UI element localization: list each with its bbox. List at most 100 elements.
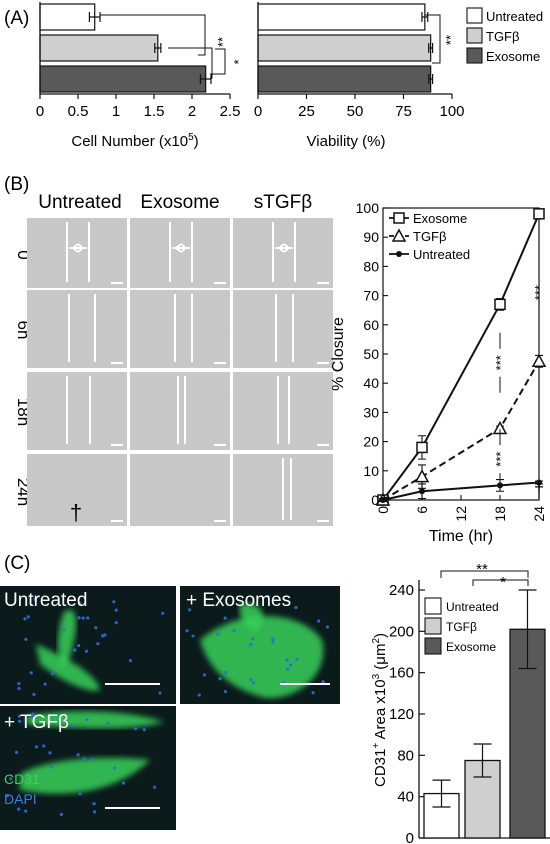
- micrograph-texture: [130, 290, 230, 368]
- cd31-legend-swatch: [424, 637, 442, 655]
- closure-y-tick-label: 60: [363, 317, 379, 333]
- panel-a-legend: Untreated TGFβ Exosome: [466, 7, 543, 64]
- dapi-nucleus: [17, 682, 21, 686]
- micrograph-texture: [130, 454, 230, 526]
- viability-significance: **: [443, 35, 458, 45]
- cd31-y-tick-label: 120: [389, 706, 414, 723]
- micrograph-texture: [27, 454, 127, 526]
- fluorescence-label: + Exosomes: [186, 590, 291, 611]
- dapi-nucleus: [85, 718, 89, 722]
- closure-y-tick-label: 0: [371, 492, 379, 508]
- arrow-left-icon: [71, 243, 87, 253]
- cd31-y-label: CD31+ Area x103 (μm2): [371, 633, 389, 787]
- dapi-nucleus: [86, 616, 90, 620]
- scratch-row-label: 0: [14, 250, 33, 259]
- micrograph-texture: [130, 372, 230, 450]
- dapi-nucleus: [112, 600, 116, 604]
- dapi-nucleus: [33, 597, 37, 601]
- dapi-nucleus: [78, 601, 82, 605]
- data-point-triangle: [531, 353, 547, 368]
- dapi-nucleus: [51, 672, 55, 676]
- dapi-nucleus: [161, 611, 165, 615]
- viability-error-bar: [428, 43, 434, 53]
- viability-x-tick-label: 25: [298, 103, 315, 120]
- viability-error-bar: [428, 74, 434, 84]
- fluorescence-label: Untreated: [4, 590, 87, 611]
- cd31-error-bar: [518, 589, 537, 670]
- cell-number-x-tick-label: 0: [36, 103, 44, 120]
- dapi-nucleus: [92, 810, 97, 814]
- legend-swatch-1: [466, 27, 483, 44]
- dapi-nucleus: [14, 750, 19, 755]
- cd31-stain: [200, 615, 324, 699]
- dapi-nucleus: [218, 677, 222, 681]
- dapi-nucleus: [94, 626, 98, 630]
- cell-number-bar-exosome: [39, 65, 207, 93]
- scratch-col-label: Exosome: [140, 192, 219, 213]
- dapi-nucleus: [285, 667, 290, 671]
- dapi-nucleus: [285, 658, 289, 662]
- dapi-nucleus: [223, 689, 228, 694]
- dapi-nucleus: [295, 657, 299, 661]
- wound-closure-y-label: % Closure: [330, 317, 347, 391]
- viability-error-bar: [421, 12, 429, 22]
- scratch-col-label: sTGFβ: [254, 192, 312, 213]
- dapi-nucleus: [121, 781, 126, 785]
- legend-label: TGFβ: [486, 29, 519, 44]
- cell-number-x-label: Cell Number (x105): [71, 132, 198, 150]
- panel-a-label: (A): [4, 8, 29, 29]
- dapi-nucleus: [31, 712, 35, 716]
- legend-label: Exosome: [486, 49, 540, 64]
- micrograph-texture: [233, 372, 333, 450]
- closure-legend-marker-triangle: [391, 228, 407, 242]
- closure-y-tick-label: 30: [363, 404, 379, 420]
- dapi-nucleus: [197, 693, 201, 697]
- series-line-exosome: [382, 213, 540, 501]
- data-point-square: [494, 298, 506, 311]
- closure-legend-label: TGFβ: [413, 229, 446, 244]
- dapi-nucleus: [59, 812, 63, 817]
- dapi-nucleus: [142, 728, 146, 732]
- closure-legend-label: Exosome: [413, 211, 467, 226]
- cd31-y-tick-label: 240: [389, 582, 414, 599]
- cell-number-bracket-2: [168, 47, 213, 79]
- closure-x-tick-label: 18: [492, 506, 508, 522]
- wound-closure-x-label: Time (hr): [429, 528, 493, 545]
- closure-x-tick-label: 24: [531, 506, 547, 522]
- dapi-nucleus: [24, 637, 28, 641]
- dapi-nucleus: [48, 751, 52, 755]
- cd31-bracket-2: [472, 579, 529, 586]
- closure-significance: ***: [493, 355, 508, 370]
- dapi-nucleus: [266, 594, 270, 599]
- cell-number-x-tick-label: 1: [112, 103, 120, 120]
- dapi-nucleus: [77, 644, 81, 648]
- cd31-stain: [57, 609, 77, 666]
- dapi-nucleus: [82, 757, 86, 761]
- dapi-nucleus: [103, 633, 107, 637]
- closure-y-tick-label: 40: [363, 375, 379, 391]
- data-point-square: [533, 208, 545, 220]
- dapi-nucleus: [29, 671, 33, 675]
- arrow-left-icon: [174, 243, 190, 253]
- dapi-nucleus: [34, 745, 39, 749]
- dapi-nucleus: [289, 663, 293, 667]
- cd31-y-tick-label: 200: [389, 623, 414, 640]
- data-point-circle: [536, 479, 542, 486]
- dapi-nucleus: [251, 681, 256, 685]
- closure-y-tick-label: 70: [363, 288, 379, 304]
- cell-number-significance: *: [231, 59, 246, 64]
- legend-label: Untreated: [486, 9, 543, 24]
- closure-y-tick-label: 100: [356, 200, 380, 216]
- data-point-circle: [419, 488, 425, 495]
- dapi-nucleus: [62, 628, 66, 632]
- cell-number-x-tick-label: 2: [188, 103, 196, 120]
- dapi-nucleus: [91, 757, 95, 762]
- dapi-nucleus: [24, 809, 28, 813]
- dapi-nucleus: [223, 616, 227, 620]
- cd31-bracket-1: [440, 570, 529, 578]
- cd31-stain: [36, 644, 100, 691]
- dapi-nucleus: [114, 608, 118, 612]
- dapi-nucleus: [112, 766, 117, 770]
- series-line-untreated: [382, 481, 540, 501]
